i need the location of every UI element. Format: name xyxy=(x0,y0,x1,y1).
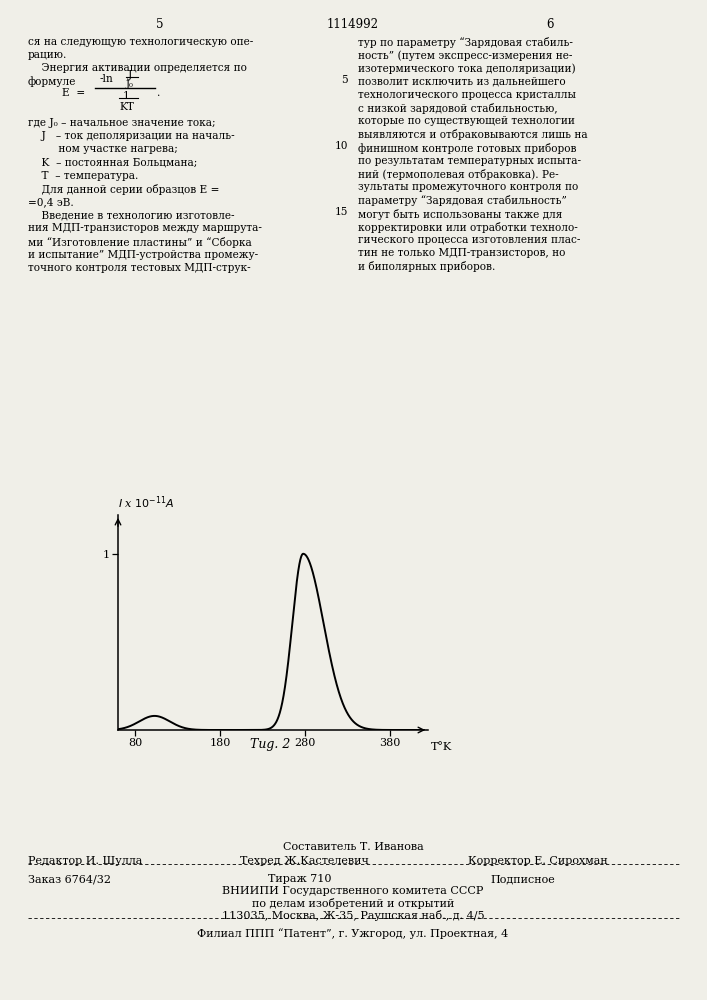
Text: точного контроля тестовых МДП-струк-: точного контроля тестовых МДП-струк- xyxy=(28,263,250,273)
Text: которые по существующей технологии: которые по существующей технологии xyxy=(358,116,575,126)
Text: и биполярных приборов.: и биполярных приборов. xyxy=(358,261,496,272)
Text: T°K: T°K xyxy=(431,742,452,752)
Text: Заказ 6764/32: Заказ 6764/32 xyxy=(28,874,111,884)
Text: ся на следующую технологическую опе-: ся на следующую технологическую опе- xyxy=(28,37,253,47)
Text: =0,4 эВ.: =0,4 эВ. xyxy=(28,197,74,207)
Text: 5: 5 xyxy=(156,18,164,31)
Text: позволит исключить из дальнейшего: позволит исключить из дальнейшего xyxy=(358,77,566,87)
Text: и испытание” МДП-устройства промежу-: и испытание” МДП-устройства промежу- xyxy=(28,250,258,260)
Text: J   – ток деполяризации на началь-: J – ток деполяризации на началь- xyxy=(28,131,235,141)
Text: 10: 10 xyxy=(334,141,348,151)
Text: T  – температура.: T – температура. xyxy=(28,171,139,181)
Text: финишном контроле готовых приборов: финишном контроле готовых приборов xyxy=(358,143,576,154)
Text: K  – постоянная Больцмана;: K – постоянная Больцмана; xyxy=(28,157,197,167)
Text: Тираж 710: Тираж 710 xyxy=(268,874,332,884)
Text: технологического процесса кристаллы: технологического процесса кристаллы xyxy=(358,90,576,100)
Text: параметру “Зарядовая стабильность”: параметру “Зарядовая стабильность” xyxy=(358,195,567,206)
Text: выявляются и отбраковываются лишь на: выявляются и отбраковываются лишь на xyxy=(358,129,588,140)
Text: Техред Ж.Кастелевич: Техред Ж.Кастелевич xyxy=(240,856,369,866)
Text: с низкой зарядовой стабильностью,: с низкой зарядовой стабильностью, xyxy=(358,103,558,114)
Text: ность” (путем экспресс-измерения не-: ность” (путем экспресс-измерения не- xyxy=(358,50,573,61)
Text: где J₀ – начальное значение тока;: где J₀ – начальное значение тока; xyxy=(28,118,216,128)
Text: 6: 6 xyxy=(547,18,554,31)
Text: изотермического тока деполяризации): изотермического тока деполяризации) xyxy=(358,63,575,74)
Text: 15: 15 xyxy=(334,207,348,217)
Text: J: J xyxy=(128,70,132,80)
Text: Корректор Е. Сирохман: Корректор Е. Сирохман xyxy=(468,856,608,866)
Text: тур по параметру “Зарядовая стабиль-: тур по параметру “Зарядовая стабиль- xyxy=(358,37,573,48)
Text: 1114992: 1114992 xyxy=(327,18,379,31)
Text: корректировки или отработки техноло-: корректировки или отработки техноло- xyxy=(358,222,578,233)
Text: Составитель Т. Иванова: Составитель Т. Иванова xyxy=(283,842,423,852)
Text: по результатам температурных испыта-: по результатам температурных испыта- xyxy=(358,156,581,166)
Text: ний (термополевая отбраковка). Ре-: ний (термополевая отбраковка). Ре- xyxy=(358,169,559,180)
Text: Редактор И. Шулла: Редактор И. Шулла xyxy=(28,856,142,866)
Text: 1: 1 xyxy=(123,91,130,101)
Text: Для данной серии образцов E =: Для данной серии образцов E = xyxy=(28,184,219,195)
Text: .: . xyxy=(157,88,160,98)
Text: E  =: E = xyxy=(62,88,85,98)
Text: Подписное: Подписное xyxy=(490,874,555,884)
Text: тин не только МДП-транзисторов, но: тин не только МДП-транзисторов, но xyxy=(358,248,566,258)
Text: -ln: -ln xyxy=(100,74,114,84)
Text: ми “Изготовление пластины” и “Сборка: ми “Изготовление пластины” и “Сборка xyxy=(28,237,252,248)
Text: 5: 5 xyxy=(341,75,348,85)
Text: J₀: J₀ xyxy=(126,80,134,89)
Text: Энергия активации определяется по: Энергия активации определяется по xyxy=(28,63,247,73)
Text: 113035, Москва, Ж-35, Раушская наб., д. 4/5: 113035, Москва, Ж-35, Раушская наб., д. … xyxy=(222,910,484,921)
Text: зультаты промежуточного контроля по: зультаты промежуточного контроля по xyxy=(358,182,578,192)
Text: $I$ x $10^{-11}A$: $I$ x $10^{-11}A$ xyxy=(118,495,175,511)
Text: Введение в технологию изготовле-: Введение в технологию изготовле- xyxy=(28,210,235,220)
Text: KT: KT xyxy=(119,102,134,112)
Text: Τug. 2: Τug. 2 xyxy=(250,738,290,751)
Text: ния МДП-транзисторов между маршрута-: ния МДП-транзисторов между маршрута- xyxy=(28,223,262,233)
Text: ВНИИПИ Государственного комитета СССР: ВНИИПИ Государственного комитета СССР xyxy=(222,886,484,896)
Text: формуле: формуле xyxy=(28,77,76,87)
Text: гического процесса изготовления плас-: гического процесса изготовления плас- xyxy=(358,235,580,245)
Text: могут быть использованы также для: могут быть использованы также для xyxy=(358,209,562,220)
Text: по делам изобретений и открытий: по делам изобретений и открытий xyxy=(252,898,454,909)
Text: рацию.: рацию. xyxy=(28,50,67,60)
Text: Филиал ППП “Патент”, г. Ужгород, ул. Проектная, 4: Филиал ППП “Патент”, г. Ужгород, ул. Про… xyxy=(197,928,508,939)
Text: ном участке нагрева;: ном участке нагрева; xyxy=(28,144,177,154)
